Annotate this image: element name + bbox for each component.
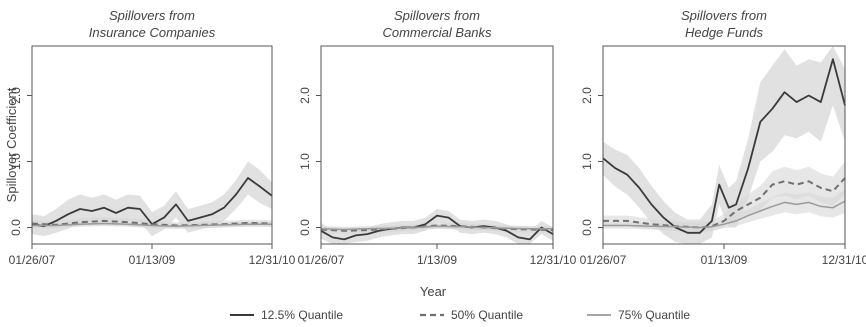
- x-tick-label: 12/31/10: [249, 253, 296, 267]
- x-tick-label: 1/13/09: [417, 253, 457, 267]
- x-tick-label: 12/31/10: [530, 253, 577, 267]
- series-line-50-quantile: [603, 177, 846, 229]
- y-tick-label: 0.0: [9, 219, 23, 236]
- y-tick-label: 2.0: [580, 87, 594, 104]
- confidence-band: [603, 46, 845, 244]
- y-tick-label: 0.0: [298, 219, 312, 236]
- panel-title-line: Spillovers from: [394, 8, 480, 23]
- legend-label: 12.5% Quantile: [261, 308, 343, 322]
- series-line-12-5-quantile: [602, 58, 846, 234]
- legend-item: 75% Quantile: [587, 308, 690, 322]
- panel-title-line: Hedge Funds: [685, 25, 764, 40]
- y-tick-label: 1.0: [580, 153, 594, 170]
- x-tick-label: 01/26/07: [9, 253, 56, 267]
- y-tick-label: 1.0: [9, 153, 23, 170]
- series-line-75-quantile: [320, 225, 553, 231]
- series-line-75-quantile: [603, 200, 846, 229]
- confidence-band: [321, 209, 553, 244]
- y-tick-label: 1.0: [298, 153, 312, 170]
- legend-item: 12.5% Quantile: [230, 308, 343, 322]
- y-tick-label: 2.0: [298, 87, 312, 104]
- x-tick-label: 01/26/07: [298, 253, 345, 267]
- y-tick-label: 0.0: [580, 219, 594, 236]
- legend-label: 50% Quantile: [451, 308, 523, 322]
- y-axis-label: Spillover Coefficient: [4, 87, 19, 202]
- x-tick-label: 01/26/07: [580, 253, 627, 267]
- panel-title-line: Spillovers from: [109, 8, 195, 23]
- confidence-band: [603, 161, 845, 233]
- confidence-band: [32, 161, 272, 237]
- series-line-75-quantile: [32, 222, 272, 227]
- panel-title-line: Insurance Companies: [89, 25, 216, 40]
- series-line-12-5-quantile: [320, 214, 554, 241]
- legend-label: 75% Quantile: [618, 308, 690, 322]
- series-line-50-quantile: [31, 219, 273, 227]
- legend-item: 50% Quantile: [420, 308, 523, 322]
- panel-title-line: Spillovers from: [681, 8, 767, 23]
- x-tick-label: 01/13/09: [701, 253, 748, 267]
- chart-panels: Spillovers from Insurance Companies 0.0 1.0…: [4, 8, 866, 267]
- x-tick-label: 12/31/10: [822, 253, 866, 267]
- panel-3: Spillovers from Hedge Funds 0.0 1.0 2.0 01/26…: [580, 8, 866, 267]
- confidence-band: [603, 189, 845, 231]
- x-axis-label: Year: [420, 284, 447, 299]
- legend: 12.5% Quantile 50% Quantile 75% Quantile: [230, 308, 690, 322]
- y-tick-label: 2.0: [9, 87, 23, 104]
- panel-title-line: Commercial Banks: [382, 25, 492, 40]
- panel-1: Spillovers from Insurance Companies 0.0 1.0…: [4, 8, 296, 267]
- panel-2: Spillovers from Commercial Banks 0.0 1.0 2.0…: [298, 8, 577, 267]
- x-tick-label: 01/13/09: [129, 253, 176, 267]
